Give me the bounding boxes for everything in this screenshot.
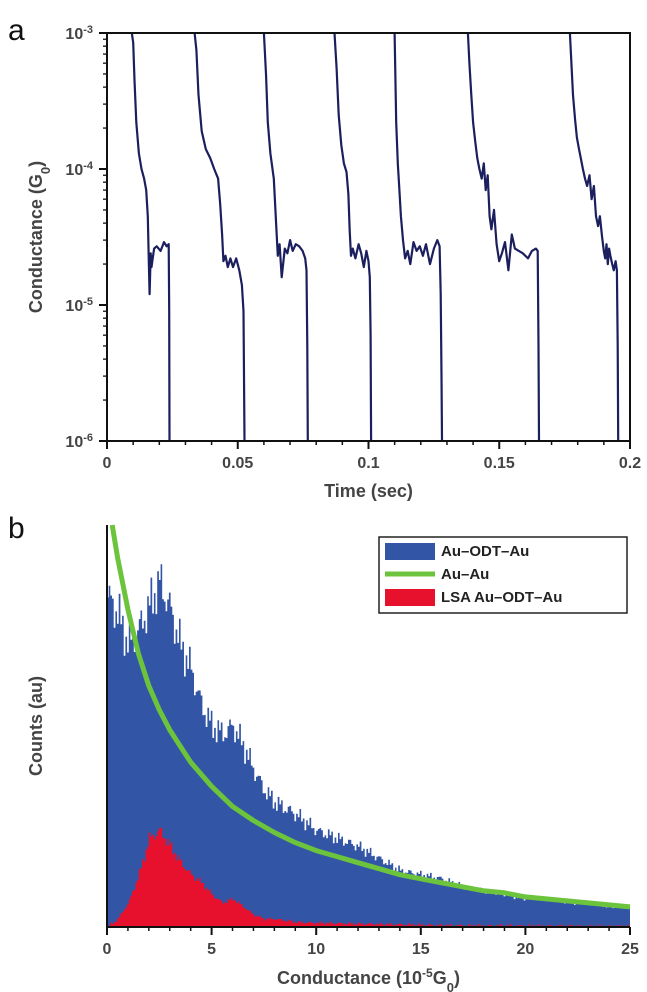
panel-a-x-tick-label: 0.2 bbox=[619, 455, 641, 472]
trace-4 bbox=[333, 32, 373, 442]
panel-b-x-title-sub: 0 bbox=[447, 980, 454, 992]
trace-6 bbox=[466, 32, 541, 442]
panel-a-y-axis-title: Conductance (G0) bbox=[26, 161, 53, 313]
panel-a-label: a bbox=[8, 14, 25, 47]
panel-b-x-title-sup: -5 bbox=[422, 966, 433, 980]
panel-b-x-tick-label: 0 bbox=[103, 941, 112, 958]
panel-b-x-tick-label: 10 bbox=[307, 941, 325, 958]
panel-b-label: b bbox=[8, 512, 25, 545]
trace-3 bbox=[262, 32, 309, 442]
panel-b-x-tick-label: 15 bbox=[412, 941, 430, 958]
legend-label: LSA Au–ODT–Au bbox=[441, 589, 562, 606]
histogram-au-odt-au bbox=[107, 564, 630, 927]
panel-b-axes: 0 5 10 15 20 25 bbox=[103, 525, 639, 958]
panel-a-y-tick-label: 10-3 bbox=[65, 24, 93, 43]
panel-a-axes: 0 0.05 0.1 0.15 0.2 10-6 10-5 10-4 10-3 bbox=[65, 24, 641, 472]
panel-a-x-tick-label: 0.05 bbox=[222, 455, 253, 472]
panel-b: b 0 5 10 15 20 25 Conductance (10-5G0) Counts… bbox=[8, 512, 639, 992]
panel-b-x-title-mid: G bbox=[433, 968, 447, 988]
panel-a-traces bbox=[130, 32, 620, 442]
panel-a-x-tick-label: 0 bbox=[103, 455, 112, 472]
panel-a-y-tick-label: 10-5 bbox=[65, 296, 93, 315]
panel-b-series bbox=[107, 524, 631, 927]
panel-b-x-tick-label: 25 bbox=[621, 941, 639, 958]
panel-b-x-title-pre: Conductance (10 bbox=[277, 968, 422, 988]
trace-7 bbox=[568, 32, 620, 442]
panel-a-y-title-main: Conductance (G bbox=[26, 174, 46, 313]
panel-a-y-title-sub: 0 bbox=[38, 167, 53, 174]
panel-a-x-tick-label: 0.1 bbox=[357, 455, 379, 472]
panel-b-x-tick-label: 5 bbox=[207, 941, 216, 958]
trace-5 bbox=[393, 32, 444, 442]
panel-b-legend: Au–ODT–Au Au–Au LSA Au–ODT–Au bbox=[378, 536, 628, 614]
legend-label: Au–ODT–Au bbox=[441, 543, 529, 560]
trace-1 bbox=[130, 32, 171, 442]
legend-swatch bbox=[385, 589, 435, 606]
panel-b-x-tick-label: 20 bbox=[517, 941, 535, 958]
panel-a-y-tick-label: 10-6 bbox=[65, 432, 93, 451]
panel-a-x-axis-title: Time (sec) bbox=[324, 481, 413, 501]
panel-a: a 0 0.05 0.1 0.15 0.2 10-6 10-5 10-4 10-3 Time (… bbox=[8, 14, 641, 501]
panel-a-x-tick-label: 0.15 bbox=[484, 455, 515, 472]
panel-b-x-title-tail: ) bbox=[454, 968, 460, 988]
panel-b-y-axis-title: Counts (au) bbox=[26, 676, 46, 776]
panel-a-y-title-tail: ) bbox=[26, 161, 46, 167]
trace-2 bbox=[193, 32, 246, 442]
line-au-au bbox=[109, 524, 631, 910]
panel-a-frame bbox=[106, 32, 631, 442]
legend-swatch bbox=[385, 543, 435, 560]
panel-b-x-axis-title: Conductance (10-5G0) bbox=[277, 966, 460, 992]
legend-label: Au–Au bbox=[441, 566, 489, 583]
panel-a-y-tick-label: 10-4 bbox=[65, 160, 93, 179]
histogram-lsa-au-odt-au bbox=[107, 827, 630, 927]
